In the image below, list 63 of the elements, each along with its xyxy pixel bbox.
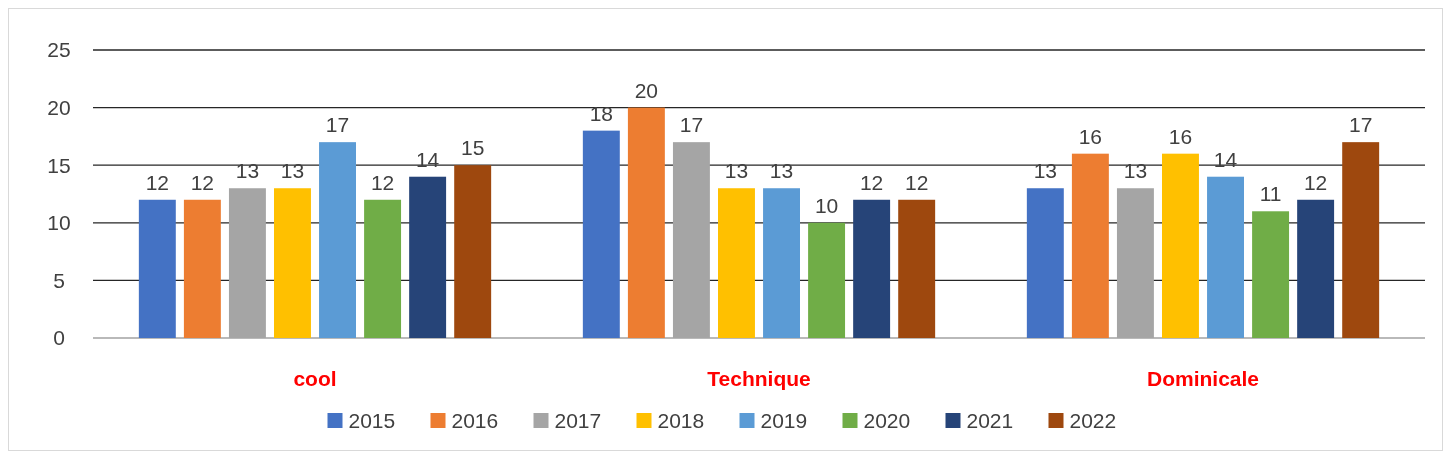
data-label: 13 [1033,159,1057,183]
bar [409,176,447,338]
bar [1026,188,1064,338]
y-tick-label: 20 [47,95,71,119]
bar [853,199,891,338]
bar [1297,199,1335,338]
data-label: 13 [769,159,794,183]
bar [319,142,356,338]
legend-label: 2019 [760,409,808,433]
bar [1252,211,1290,338]
data-label: 16 [1078,124,1103,148]
data-label: 12 [145,170,169,194]
legend-label: 2015 [348,409,396,433]
bar [627,107,665,338]
y-tick-label: 5 [53,268,65,292]
data-label: 13 [235,159,260,183]
y-tick-label: 10 [47,211,71,235]
legend-label: 2018 [657,409,705,433]
legend-label: 2022 [1069,409,1117,433]
bar [1162,153,1199,338]
data-label: 12 [190,170,215,194]
y-tick-label: 15 [47,153,71,177]
bar [718,188,755,338]
bar [1342,142,1380,338]
data-label: 15 [461,136,485,160]
data-label: 20 [634,78,659,102]
y-tick-label: 25 [47,38,71,62]
bar [763,188,800,338]
data-label: 12 [859,170,884,194]
data-label: 12 [905,170,929,194]
data-label: 13 [1123,159,1148,183]
bar [274,188,311,338]
bar [454,165,492,338]
bar [672,142,710,338]
data-label: 11 [1259,182,1282,206]
legend-label: 2021 [966,409,1014,433]
data-label: 17 [325,113,350,137]
bar [228,188,266,338]
x-tick-label: Dominicale [1146,367,1260,390]
data-label: 17 [1349,113,1373,137]
data-label: 13 [724,159,749,183]
bar [582,130,620,338]
x-tick-label: Technique [707,367,811,390]
bar [1207,176,1244,338]
bar [1071,153,1109,338]
bar [183,199,221,338]
data-label: 17 [679,113,704,137]
y-tick-label: 0 [53,326,65,350]
data-label: 12 [370,170,395,194]
data-label: 12 [1303,170,1328,194]
bar [808,222,846,338]
legend-label: 2016 [451,409,499,433]
data-label: 13 [280,159,305,183]
legend-label: 2020 [863,409,911,433]
data-label: 16 [1168,124,1193,148]
bar [138,199,176,338]
bar [1116,188,1154,338]
x-tick-label: cool [293,367,337,390]
bar [898,199,936,338]
data-label: 10 [814,193,839,217]
bar [364,199,402,338]
data-label: 18 [589,101,613,125]
legend-label: 2017 [554,409,602,433]
